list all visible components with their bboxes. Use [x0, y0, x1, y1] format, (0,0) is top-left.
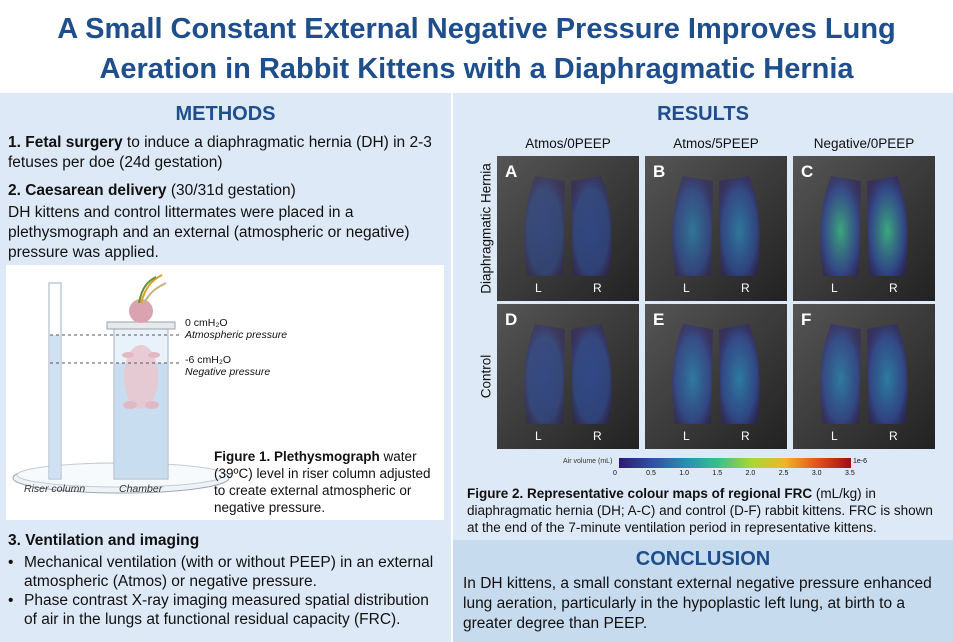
methods-item-2-title: 2. Caesarean delivery [8, 182, 167, 199]
right-lung-label: R [741, 429, 750, 443]
label-negative-pressure: -6 cmH₂O Negative pressure [185, 354, 270, 378]
column-header: Atmos/0PEEP [525, 136, 611, 151]
methods-item-1: 1. Fetal surgery to induce a diaphragmat… [8, 133, 444, 173]
results-panel: RESULTS Atmos/0PEEP Atmos/5PEEP Negative… [451, 93, 953, 540]
label-negative: Negative pressure [185, 366, 271, 378]
plethysmograph-diagram [12, 274, 230, 494]
methods-item-2-subtitle: (30/31d gestation) [166, 182, 296, 199]
colorbar-tick: 0.5 [646, 470, 656, 477]
title-line-1: A Small Constant External Negative Press… [57, 13, 896, 45]
left-lung-label: L [535, 281, 542, 295]
figure-1-caption-text: water (39ºC) level in riser column adjus… [214, 449, 431, 515]
figure-2-caption: Figure 2. Representative colour maps of … [467, 485, 947, 536]
label-atmospheric: Atmospheric pressure [185, 329, 288, 341]
left-lung-label: L [535, 429, 542, 443]
methods-panel: METHODS 1. Fetal surgery to induce a dia… [0, 93, 451, 642]
methods-bullet: Mechanical ventilation (with or without … [4, 553, 446, 591]
colorbar-tick: 2.0 [745, 470, 756, 477]
panel-letter: E [653, 310, 665, 329]
lung-image-b: B L R [645, 156, 787, 301]
methods-item-1-title: 1. Fetal surgery [8, 134, 123, 151]
colorbar [619, 458, 851, 468]
right-lung-label: R [593, 429, 602, 443]
methods-item-1-text: to induce a diaphragmatic hernia (DH) in… [8, 134, 432, 171]
methods-item-2-text: DH kittens and control littermates were … [8, 204, 410, 261]
colorbar-tick: 2.5 [778, 470, 789, 477]
right-lung-label: R [741, 281, 750, 295]
figure-1: 0 cmH₂O Atmospheric pressure -6 cmH₂O Ne… [6, 265, 444, 520]
results-heading: RESULTS [657, 103, 749, 125]
lung-image-d: D L R [497, 304, 639, 449]
row-label-control: Control [478, 354, 494, 399]
conclusion-heading: CONCLUSION [635, 548, 771, 570]
right-lung-label: R [889, 429, 898, 443]
panel-letter: A [505, 162, 518, 181]
title-line-2: Aeration in Rabbit Kittens with a Diaphr… [99, 53, 854, 85]
figure-2-caption-text: (mL/kg) in diaphragmatic hernia (DH; A-C… [467, 486, 933, 535]
column-header: Negative/0PEEP [813, 136, 915, 151]
figure-2-caption-title: Figure 2. Representative colour maps of … [467, 486, 813, 501]
methods-bullet: Phase contrast X-ray imaging measured sp… [4, 591, 446, 629]
lung-image-e: E L R [645, 304, 787, 449]
panel-letter: D [505, 310, 518, 329]
colorbar-tick: 1.0 [679, 470, 690, 477]
label-zero-pressure: 0 cmH₂O Atmospheric pressure [185, 317, 287, 341]
colorbar-tick: 0 [613, 470, 617, 477]
colorbar-tick: 3.5 [845, 470, 855, 477]
panel-letter: B [653, 162, 666, 181]
label-negative-value: -6 cmH₂O [185, 354, 232, 366]
left-lung-label: L [831, 429, 838, 443]
left-lung-label: L [831, 281, 838, 295]
chamber-label: Chamber [119, 483, 163, 495]
poster-title: A Small Constant External Negative Press… [0, 0, 953, 93]
conclusion-panel: CONCLUSION In DH kittens, a small consta… [451, 540, 953, 642]
colorbar-multiplier: 1e-6 [853, 458, 868, 465]
left-lung-label: L [683, 281, 690, 295]
conclusion-text: In DH kittens, a small constant external… [463, 575, 932, 632]
figure-1-caption-title: Figure 1. Plethysmograph [214, 449, 380, 464]
figure-1-caption: Figure 1. Plethysmograph water (39ºC) le… [214, 448, 436, 516]
methods-item-2: 2. Caesarean delivery (30/31d gestation) [8, 181, 444, 201]
label-zero-value: 0 cmH₂O [185, 317, 228, 329]
lung-image-a: A L R [497, 156, 639, 301]
riser-column-label: Riser column [24, 483, 86, 495]
right-lung-label: R [593, 281, 602, 295]
panel-letter: C [801, 162, 814, 181]
panel-letter: F [801, 310, 812, 329]
colorbar-tick: 1.5 [712, 470, 723, 477]
methods-item-3-title: 3. Ventilation and imaging [8, 532, 200, 549]
colorbar-tick: 3.0 [811, 470, 822, 477]
methods-bullet-list: Mechanical ventilation (with or without … [4, 553, 446, 629]
column-header: Atmos/5PEEP [673, 136, 759, 151]
row-label-dh: Diaphragmatic Hernia [478, 163, 494, 294]
colorbar-label: Air volume (mL) [563, 458, 613, 465]
methods-heading: METHODS [175, 103, 276, 125]
right-lung-label: R [889, 281, 898, 295]
lung-image-f: F L R [793, 304, 935, 449]
left-lung-label: L [683, 429, 690, 443]
lung-image-c: C L R [793, 156, 935, 301]
